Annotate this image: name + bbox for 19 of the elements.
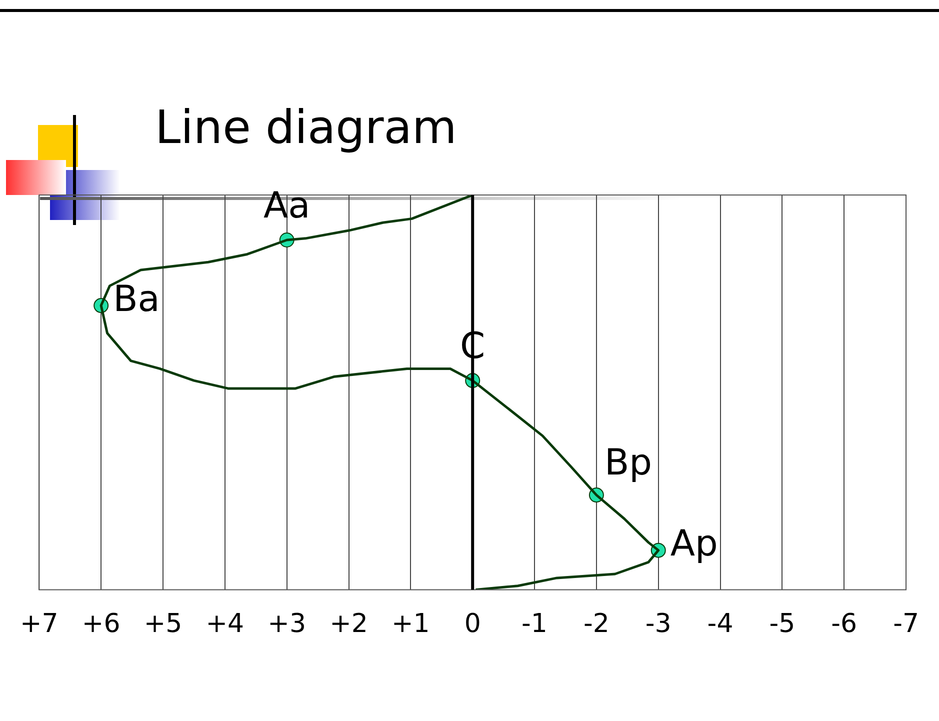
x-tick-label: +4 [206, 609, 244, 640]
x-tick-label: -1 [522, 609, 548, 640]
annotation: Bp [604, 442, 652, 484]
x-tick-label: -2 [583, 609, 610, 640]
x-tick-label: +1 [392, 609, 430, 640]
annotation: Ap [670, 524, 718, 565]
x-tick-label: 0 [464, 609, 481, 640]
x-tick-label: +5 [144, 609, 182, 640]
x-tick-label: +6 [82, 609, 120, 640]
x-tick-label: -6 [831, 609, 858, 640]
x-tick-label: -7 [893, 609, 920, 640]
x-tick-label: +2 [330, 609, 368, 640]
x-tick-label: -3 [645, 609, 672, 640]
x-tick-label: -5 [769, 609, 796, 640]
annotation: Ba [113, 278, 160, 320]
x-tick-label: -4 [707, 609, 734, 640]
x-tick-label: +7 [20, 609, 58, 640]
x-tick-label: +3 [268, 609, 306, 640]
chart-title: Line diagram [155, 100, 457, 154]
